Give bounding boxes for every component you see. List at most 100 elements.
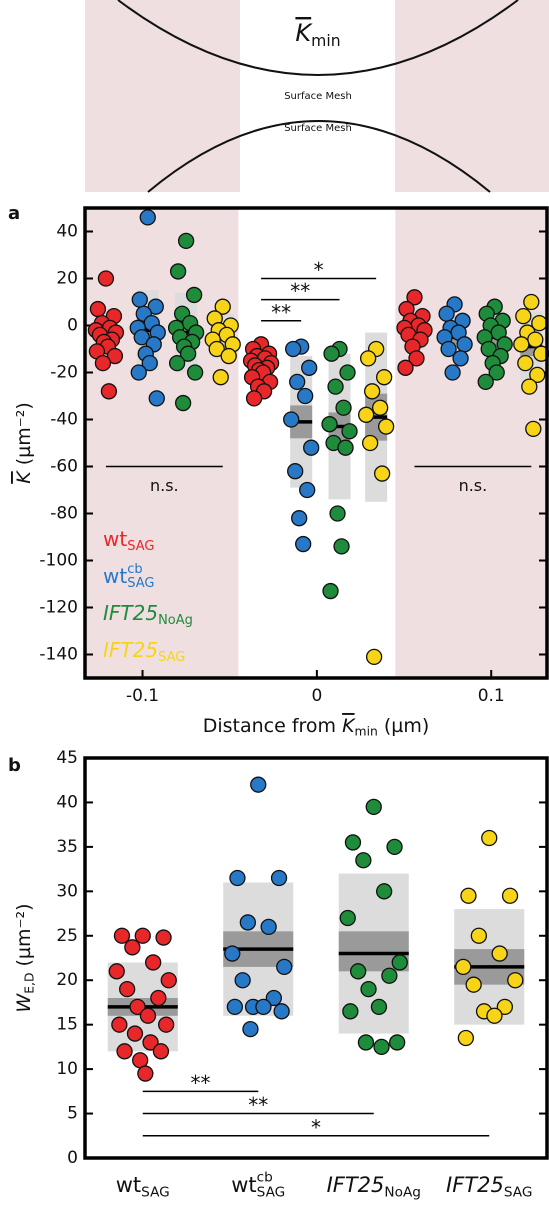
label-part: IFT25 [446, 1173, 504, 1197]
label-part: min [311, 32, 340, 50]
label-part: cb [257, 1170, 273, 1186]
lower-surface [147, 120, 491, 193]
data-point [297, 387, 314, 405]
data-point [255, 998, 272, 1016]
upper-surface [117, 0, 519, 76]
data-point [283, 411, 300, 428]
label-part: (µm) [378, 715, 429, 737]
data-point [370, 998, 388, 1016]
data-point [337, 439, 354, 456]
data-point [133, 329, 150, 346]
data-point [335, 399, 352, 416]
data-point [147, 298, 164, 315]
data-point [179, 345, 197, 362]
y-tick-label: 10 [56, 1059, 78, 1079]
mesh-label: Surface Mesh [284, 123, 352, 134]
label-part: W [13, 993, 35, 1013]
data-point [460, 887, 477, 904]
label-part: E,D [22, 973, 36, 994]
data-point [452, 350, 469, 367]
label-part: IFT25 [103, 638, 158, 662]
annotation: ** [248, 1093, 268, 1117]
data-point [365, 648, 383, 665]
data-point [377, 418, 395, 435]
data-point [406, 289, 423, 306]
data-point [177, 232, 195, 250]
data-point [100, 383, 118, 400]
data-point [373, 465, 391, 482]
y-tick-label: 20 [56, 269, 78, 289]
data-point [470, 927, 488, 944]
data-point [517, 354, 534, 372]
data-point [97, 270, 115, 287]
data-point [239, 914, 257, 931]
shade-left [85, 0, 240, 192]
data-point [94, 354, 112, 372]
data-point [357, 406, 375, 423]
label-part: IFT25 [327, 1173, 385, 1197]
data-point [339, 364, 356, 381]
data-point [457, 1029, 475, 1047]
y-tick-label: 0 [67, 1148, 78, 1168]
y-axis-label: WE,D (µm⁻²) [13, 903, 37, 1012]
data-point [144, 954, 162, 971]
y-tick-label: 40 [56, 222, 78, 242]
data-point [391, 954, 408, 971]
data-point [129, 998, 146, 1016]
data-point [106, 347, 124, 365]
legend-entry: IFT25SAG [103, 638, 185, 665]
data-point [375, 369, 393, 386]
data-point [208, 340, 225, 358]
data-point [186, 364, 204, 381]
label-part: NoAg [158, 613, 193, 628]
x-tick-label: wtSAG [116, 1173, 170, 1200]
label-part: SAG [257, 1184, 286, 1200]
x-tick-label: 0 [311, 686, 322, 706]
data-point [150, 989, 167, 1007]
data-point [360, 980, 377, 998]
data-point [455, 958, 472, 976]
data-point [142, 1034, 159, 1051]
data-point [289, 373, 306, 391]
label-part: K [342, 715, 356, 737]
data-point [342, 1003, 359, 1020]
data-point [529, 366, 546, 384]
data-point [488, 364, 505, 381]
data-point [359, 350, 377, 367]
legend-entry: IFT25NoAg [103, 601, 193, 628]
data-point [242, 1020, 259, 1038]
data-point [339, 909, 356, 927]
label-part: Distance from [203, 715, 342, 737]
data-point [220, 347, 237, 365]
y-tick-label: -100 [39, 551, 78, 571]
data-point [361, 434, 379, 452]
data-point [148, 390, 165, 407]
x-tick-label: wtcb SAG [231, 1170, 285, 1201]
legend-entry: wtSAG [103, 527, 154, 554]
data-point [303, 439, 320, 456]
y-tick-label: 5 [67, 1104, 78, 1124]
data-point [137, 1065, 154, 1082]
annotation: ** [271, 300, 291, 324]
label-part: SAG [141, 1184, 170, 1200]
data-point [260, 918, 277, 936]
label-part: NoAg [384, 1184, 421, 1200]
annotation: n.s. [150, 476, 179, 495]
data-point [333, 538, 350, 555]
data-point [481, 829, 498, 847]
x-tick-label: IFT25NoAg [327, 1173, 421, 1200]
data-point [373, 1038, 390, 1056]
annotation: n.s. [459, 476, 488, 495]
data-point [321, 416, 338, 433]
data-point [301, 359, 318, 376]
data-point [444, 364, 461, 381]
data-point [507, 972, 524, 989]
data-point [226, 998, 244, 1016]
data-point [456, 336, 473, 353]
data-point [523, 293, 540, 311]
x-tick-label: 0.1 [478, 686, 505, 706]
data-point [130, 364, 147, 381]
annotation: ** [290, 279, 310, 303]
label-part: IFT25 [103, 601, 158, 625]
